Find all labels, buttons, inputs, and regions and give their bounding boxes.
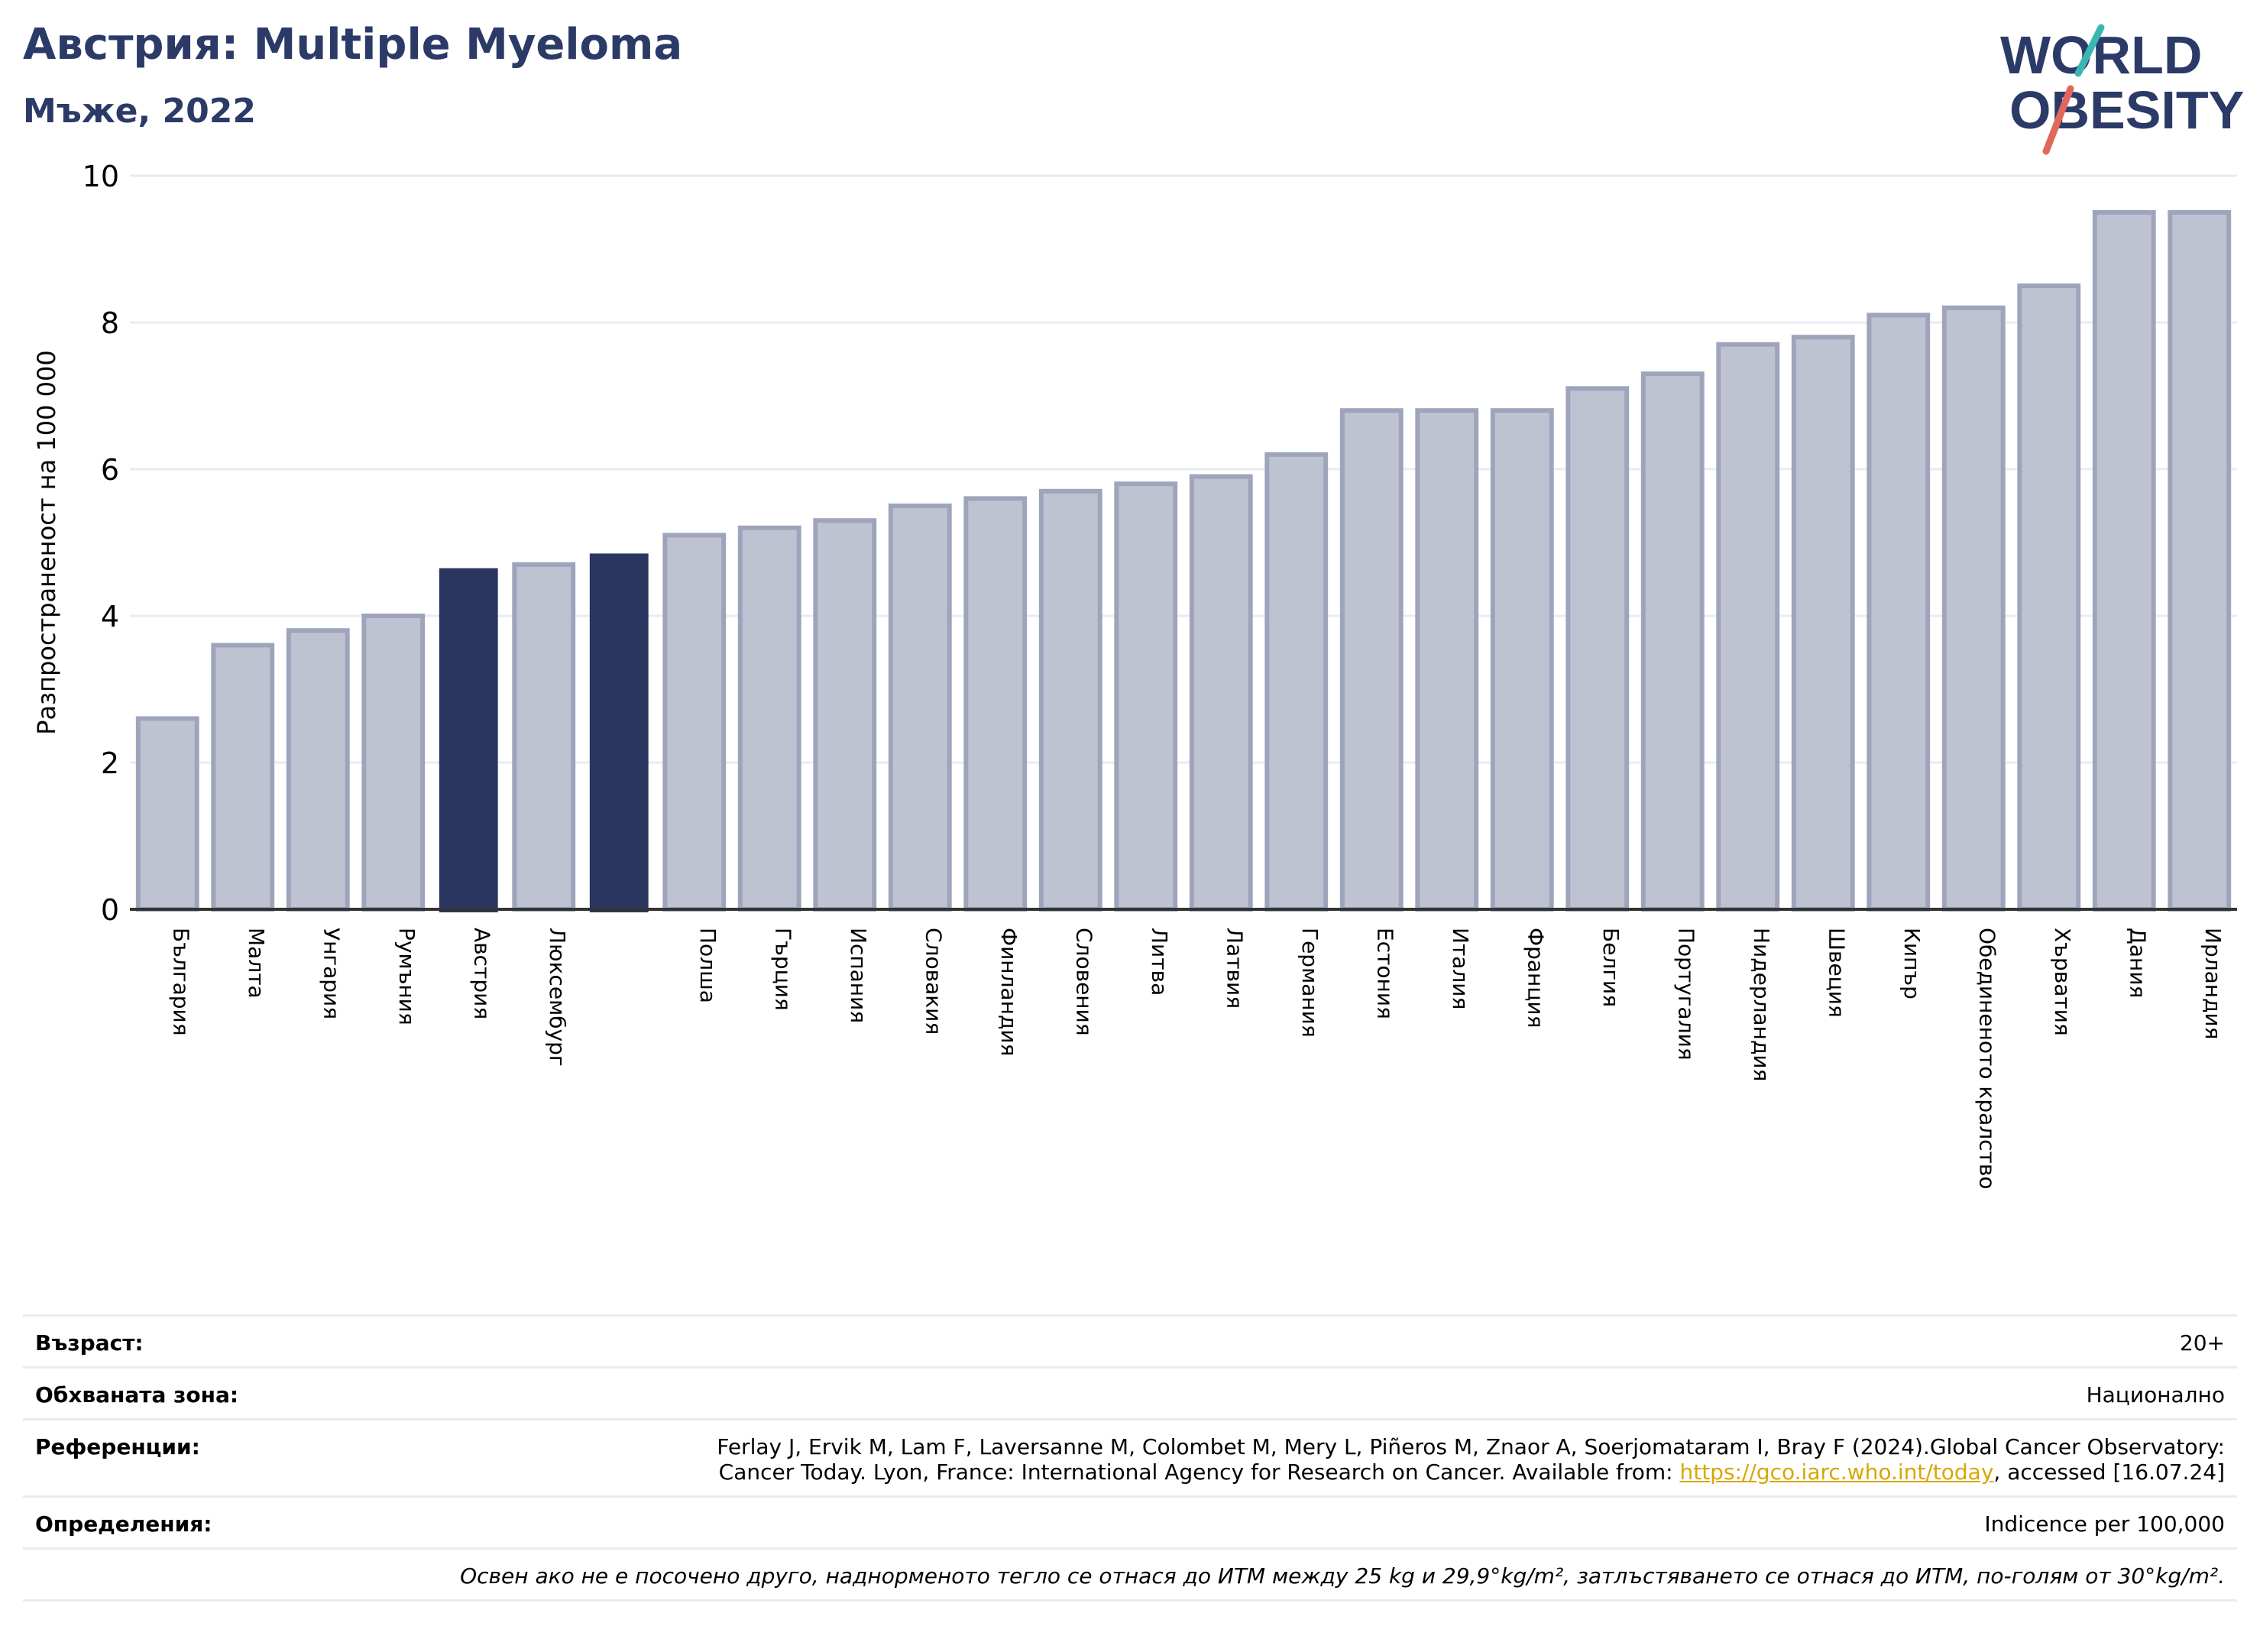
x-tick-label: Ирландия [2200,928,2226,1039]
y-tick-label: 4 [101,600,119,633]
logo-text-obesity: OBESITY [2009,80,2244,140]
x-tick-label: Швеция [1824,928,1849,1018]
x-tick-label: Хърватия [2050,928,2075,1036]
age-label: Възраст: [35,1330,144,1356]
bar [211,643,275,912]
bar [1640,371,1705,912]
bar [1114,481,1178,912]
age-value: 20+ [2179,1330,2225,1356]
x-tick-label: България [168,928,193,1036]
x-tick-label: Кипър [1899,928,1925,999]
y-tick-label: 2 [101,747,119,780]
x-tick-label: Словакия [921,928,946,1035]
bar [1189,474,1253,912]
x-tick-label: Литва [1147,928,1172,996]
references-line-2-end: , accessed [16.07.24] [1993,1459,2225,1485]
chart-title: Австрия: Multiple Myeloma [23,20,683,70]
logo-text-world: WORLD [2000,25,2202,85]
x-tick-label: Естония [1372,928,1397,1019]
bar-chart: 0 2 4 6 8 10 Разпространеност на 100 000 Българ… [32,160,2237,1189]
x-tick-label: Франция [1523,928,1548,1028]
x-tick-label: Словения [1071,928,1096,1036]
info-row-age: Възраст: 20+ [23,1314,2237,1366]
bar [135,716,199,912]
y-axis-label: Разпространеност на 100 000 [32,350,61,734]
bar [286,628,350,912]
x-tick-label: Румъния [394,928,419,1025]
info-row-note: Освен ако не е посочено друго, наднормен… [23,1547,2237,1602]
y-tick-label: 0 [101,893,119,927]
x-tick-label: Германия [1297,928,1323,1038]
world-obesity-logo: WORLD OBESITY [2000,24,2244,155]
bar [1867,313,1931,912]
references-line-1: Ferlay J, Ervik M, Lam F, Laversanne M, … [717,1434,2225,1459]
bar [1716,342,1780,912]
bar [589,553,649,912]
y-tick-label: 8 [101,306,119,340]
definitions-label: Определения: [35,1511,212,1537]
x-tick-label: Люксембург [545,928,570,1067]
bar [2168,210,2232,912]
info-row-definitions: Определения: Indicence per 100,000 [23,1495,2237,1547]
bar [361,614,426,912]
x-tick-label: Испания [846,928,871,1023]
info-row-area: Обхваната зона: Национално [23,1366,2237,1418]
bar [1415,408,1479,912]
info-row-references: Референции: Ferlay J, Ervik M, Lam F, La… [23,1418,2237,1495]
bar [2017,283,2081,912]
bar [512,562,576,912]
bar [1565,386,1630,912]
bar [888,504,952,912]
bar [662,533,727,912]
bar [2092,210,2156,912]
bar [1490,408,1554,912]
logo-slash-teal [2074,24,2105,77]
area-value: Национално [2086,1382,2225,1407]
bar [737,525,801,912]
footnote: Освен ако не е посочено друго, наднормен… [460,1563,2225,1589]
area-label: Обхваната зона: [35,1382,239,1407]
x-tick-label: Малта [244,928,269,999]
x-tick-label: Обединеното кралство [1974,928,1999,1189]
bar [439,568,498,912]
bar [1339,408,1404,912]
x-tick-label: Белгия [1598,928,1624,1007]
x-tick-label: Нидерландия [1749,928,1774,1081]
logo-slash-coral [2042,85,2074,155]
y-tick-label: 6 [101,453,119,487]
bar [1941,305,2006,912]
bar [1264,452,1329,912]
x-tick-label: Португалия [1673,928,1698,1061]
x-tick-label: Унгария [319,928,344,1019]
references-value: Ferlay J, Ervik M, Lam F, Laversanne M, … [717,1434,2225,1485]
x-tick-label: Дания [2125,928,2150,998]
x-tick-label: Финландия [996,928,1022,1056]
bar [813,518,877,912]
x-tick-label: Гърция [770,928,795,1011]
x-tick-label: Полша [695,928,720,1003]
x-tick-label: Австрия [469,928,494,1019]
definitions-value: Indicence per 100,000 [1984,1511,2225,1537]
x-tick-label: Латвия [1222,928,1247,1009]
references-label: Референции: [35,1434,200,1459]
chart-subtitle: Мъже, 2022 [23,92,256,131]
bar [963,496,1028,912]
references-link[interactable]: https://gco.iarc.who.int/today [1679,1459,1994,1485]
y-tick-label: 10 [83,160,119,193]
bar [1791,335,1855,912]
references-line-2-start: Cancer Today. Lyon, France: Internationa… [718,1459,1680,1485]
bar [1038,488,1102,912]
x-tick-label: Италия [1448,928,1473,1009]
info-table: Възраст: 20+ Обхваната зона: Национално … [23,1314,2237,1602]
